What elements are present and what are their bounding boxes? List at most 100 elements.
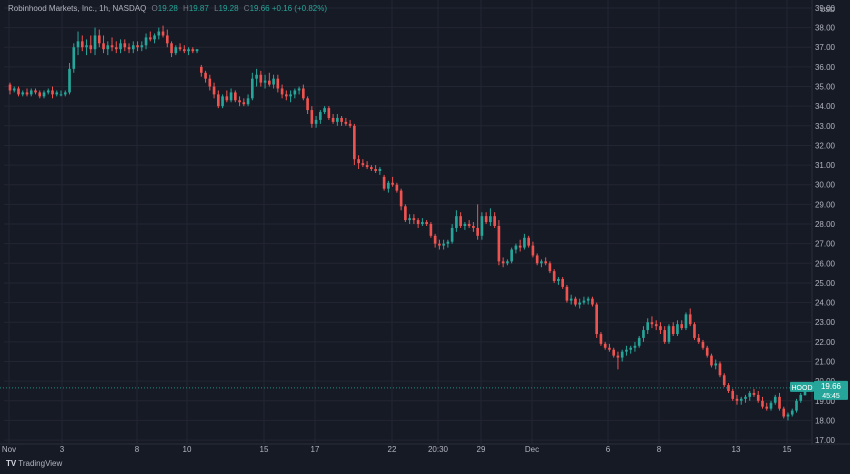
candle-body — [540, 261, 543, 264]
candle-body — [123, 43, 127, 48]
candle-body — [756, 394, 760, 401]
candle-body — [646, 322, 650, 331]
candle-body — [344, 121, 348, 124]
candle-body — [12, 88, 16, 91]
ticker-tag[interactable] — [790, 381, 814, 392]
high-label: H — [183, 4, 189, 13]
currency-label: USD — [820, 7, 835, 14]
candle-body — [782, 408, 786, 417]
time-tick-label: 15 — [783, 445, 792, 454]
candle-body — [46, 90, 50, 93]
candle-body — [463, 224, 467, 226]
candle-body — [59, 94, 63, 96]
candle-body — [153, 35, 156, 40]
candle-body — [157, 31, 161, 36]
time-tick-label: 15 — [260, 445, 269, 454]
candle-body — [455, 216, 458, 228]
candle-body — [72, 47, 76, 69]
candle-body — [8, 84, 12, 91]
price-tick-label: 27.00 — [815, 240, 836, 249]
candle-body — [272, 78, 275, 85]
candle-body — [765, 406, 769, 409]
candle-body — [739, 398, 743, 401]
candle-body — [268, 80, 271, 85]
candle-body — [195, 49, 199, 52]
candle-body — [484, 216, 488, 223]
candle-body — [731, 390, 735, 399]
candle-body — [544, 261, 547, 264]
candle-body — [476, 227, 479, 236]
close-label: C — [243, 4, 250, 13]
candle-body — [421, 222, 424, 225]
candle-body — [565, 286, 569, 301]
candle-body — [493, 216, 496, 226]
candle-body — [357, 159, 360, 164]
candle-body — [302, 88, 305, 99]
candle-body — [119, 43, 122, 50]
candle-body — [242, 102, 246, 105]
candle-body — [289, 94, 292, 97]
candle-body — [795, 400, 798, 411]
candle-body — [735, 398, 739, 401]
price-tick-label: 23.00 — [815, 318, 836, 327]
candle-body — [399, 190, 403, 207]
candle-body — [285, 94, 288, 97]
candle-body — [391, 182, 394, 185]
candle-body — [187, 49, 190, 52]
candle-body — [148, 37, 152, 40]
time-tick-label: 6 — [606, 445, 611, 454]
candle-body — [722, 375, 726, 386]
price-tick-label: 37.00 — [815, 43, 836, 52]
last-price-tag[interactable] — [814, 380, 848, 400]
candle-body — [51, 90, 54, 95]
candle-body — [29, 90, 33, 95]
symbol-title[interactable]: Robinhood Markets, Inc., 1h, NASDAQ — [8, 4, 147, 13]
candle-body — [178, 47, 182, 50]
candle-body — [348, 123, 352, 126]
candle-body — [459, 216, 462, 226]
candle-body — [340, 117, 343, 122]
candle-body — [603, 343, 607, 348]
candle-body — [161, 31, 165, 36]
candle-body — [773, 396, 777, 403]
candle-body — [748, 392, 752, 397]
candle-body — [450, 227, 454, 242]
last-price-value: 19.66 — [821, 382, 842, 391]
candle-body — [34, 90, 37, 93]
time-tick-label: Nov — [2, 445, 16, 454]
candle-body — [680, 324, 684, 329]
close-value: 19.66 — [249, 4, 270, 13]
candle-body — [221, 96, 224, 107]
candle-body — [769, 402, 773, 409]
candle-body — [212, 86, 216, 95]
candle-body — [85, 45, 88, 48]
candle-body — [246, 98, 250, 105]
candle-body — [263, 80, 267, 83]
candle-body — [336, 117, 339, 122]
candle-body — [608, 347, 611, 350]
low-value: 19.28 — [218, 4, 239, 13]
candle-body — [693, 324, 696, 338]
candle-body — [106, 45, 110, 50]
candle-body — [170, 43, 173, 54]
candle-body — [586, 298, 590, 301]
candle-body — [216, 94, 220, 107]
open-value: 19.28 — [157, 4, 178, 13]
price-tick-label: 17.00 — [815, 436, 836, 445]
time-axis[interactable]: Nov 3 8 10 15 17 22 20:30 29 Dec 6 8 13 15 — [2, 445, 792, 454]
tradingview-logo[interactable]: TV TradingView — [6, 459, 62, 468]
price-axis[interactable]: 17.0018.0019.0020.0021.0022.0023.0024.00… — [815, 4, 836, 445]
price-tick-label: 30.00 — [815, 181, 836, 190]
price-tick-label: 28.00 — [815, 220, 836, 229]
candle-body — [442, 243, 445, 246]
candle-body — [144, 37, 148, 46]
price-tick-label: 38.00 — [815, 24, 836, 33]
candle-body — [659, 326, 662, 331]
candle-body — [353, 125, 356, 160]
candle-body — [234, 92, 237, 101]
candle-body — [110, 45, 114, 48]
candle-body — [629, 347, 633, 350]
candle-body — [89, 45, 93, 50]
candle-body — [561, 279, 564, 287]
